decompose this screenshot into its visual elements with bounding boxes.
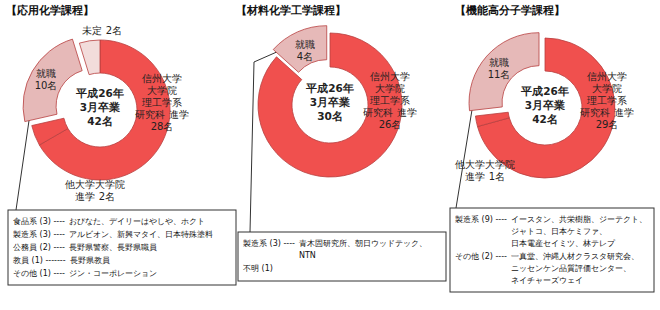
slice-category: 信州大学 (142, 73, 182, 84)
slice-label: 信州大学大学院理工学系研究科 進学28名 (135, 73, 188, 132)
slice-category: 理工学系 (587, 95, 627, 106)
annotation-box: 食品系 (3) ---- おびなた、デイリーはやしや、ホクト製造系 (3) ---… (8, 210, 236, 285)
slice-category: 就職 (489, 57, 509, 68)
annotation-frame (450, 208, 654, 292)
chart-title: 【材料化学工学課程】 (236, 4, 346, 17)
annotation-label: その他 (1) ---- (13, 269, 65, 278)
annotation-text: ジン・コーポレーション (69, 269, 157, 278)
slice-value: 4名 (297, 51, 313, 62)
annotation-text: ネイチャーズウェイ (511, 276, 583, 285)
annotation-label: 製造系 (9) ---- (455, 215, 507, 224)
slice-category: 大学院 (147, 85, 177, 96)
slice-category: 進学 (465, 171, 485, 182)
annotation-label: 製造系 (3) ---- (13, 230, 65, 239)
chart-title: 【応用化学課程】 (6, 4, 94, 17)
slice-value: 10名 (35, 80, 58, 91)
slice-category: 進学 (75, 191, 95, 202)
slice-value: 11名 (488, 69, 511, 80)
pie-slice (23, 39, 82, 121)
slice-value: 29名 (596, 119, 619, 130)
slice-category: 研究科 進学 (363, 107, 416, 118)
annotation-box: 製造系 (3) ---- 青木固研究所、朝日ウッドテック、 NTN 不明 (1) (238, 232, 446, 281)
center-text: 平成26年 (75, 87, 124, 99)
annotation-text: 一真堂、沖縄人材クラスタ研究会、 (511, 252, 639, 261)
annotation-text: 長野県警察、長野県職員 (69, 243, 157, 252)
slice-value: 28名 (151, 121, 174, 132)
slice-category: 未定 (82, 25, 102, 36)
slice-category: 他大学大学院 (65, 179, 125, 190)
chart-svg: 【応用化学課程】平成26年3月卒業42名信州大学大学院理工学系研究科 進学28名… (0, 0, 660, 310)
annotation-label: 教員 (1) ------- (13, 256, 66, 265)
annotation-label: 食品系 (3) ---- (13, 217, 65, 226)
slice-category: 研究科 進学 (135, 109, 188, 120)
center-text: 42名 (87, 115, 113, 127)
annotation-label: その他 (2) ---- (455, 252, 507, 261)
annotation-text: 日本電産セイミツ、林テレプ (511, 239, 616, 248)
pie-slice (273, 26, 327, 73)
annotation-label: 不明 (1) (243, 264, 273, 273)
center-text: 3月卒業 (310, 96, 350, 108)
slice-label: 他大学大学院進学 1名 (455, 159, 515, 182)
annotation-text: イースタン、共栄樹脂、ジーテクト、 (511, 215, 647, 224)
slice-label: 他大学大学院進学 2名 (65, 179, 125, 202)
annotation-label: 製造系 (3) ---- (243, 239, 295, 248)
slice-label: 就職11名 (488, 57, 511, 80)
annotation-box: 製造系 (9) ---- イースタン、共栄樹脂、ジーテクト、ジャトコ、日本ケミファ… (450, 208, 654, 292)
annotation-text: ジャトコ、日本ケミファ、 (511, 227, 607, 236)
slice-category: 就職 (36, 68, 56, 79)
annotation-text: ニッセンケン品質評価センター、 (511, 264, 631, 273)
center-text: 平成26年 (305, 82, 354, 94)
center-text: 平成26年 (520, 85, 569, 97)
slice-category: 信州大学 (587, 71, 627, 82)
slice-label: 就職10名 (35, 68, 58, 91)
annotation-label: 公務員 (2) ---- (13, 243, 65, 252)
slice-category: 大学院 (592, 83, 622, 94)
slice-label: 就職4名 (295, 39, 315, 62)
pie-group: 平成26年 3月卒業 42名 信州大学大学院理工学系研究科 進学29名他大学大学院進学… (455, 33, 634, 182)
annotation-text: おびなた、デイリーはやしや、ホクト (69, 217, 205, 226)
slice-category: 理工学系 (370, 95, 410, 106)
annotation-text: 長野県教員 (70, 256, 110, 265)
chart-title: 【機能高分子学課程】 (455, 4, 565, 17)
slice-category: 大学院 (375, 83, 405, 94)
chart-root: 【応用化学課程】平成26年3月卒業42名信州大学大学院理工学系研究科 進学28名… (0, 0, 660, 310)
slice-category: 研究科 進学 (580, 107, 633, 118)
slice-value: 2名 (106, 25, 122, 36)
annotation-text: 青木固研究所、朝日ウッドテック、 (299, 239, 427, 248)
slice-category: 信州大学 (370, 71, 410, 82)
pie-slice (32, 118, 68, 145)
pie-slice (475, 112, 509, 126)
slice-label: 未定 2名 (82, 25, 122, 36)
annotation-frame (8, 210, 236, 285)
annotation-text: アルビオン、新興マタイ、日本特殊塗料 (69, 230, 213, 239)
annotation-text: NTN (299, 251, 316, 260)
slice-value: 26名 (379, 119, 402, 130)
center-text: 3月卒業 (80, 101, 120, 113)
slice-label: 信州大学大学院理工学系研究科 進学26名 (363, 71, 416, 130)
center-text: 42名 (532, 113, 558, 125)
pie-group: 平成26年 3月卒業 42名 信州大学大学院理工学系研究科 進学28名他大学大学院進学… (23, 25, 189, 202)
pie-slice (79, 40, 100, 75)
slice-value: 1名 (489, 171, 505, 182)
center-text: 3月卒業 (525, 99, 565, 111)
pie-group: 平成26年 3月卒業 30名 信州大学大学院理工学系研究科 進学26名 就職4名 (258, 26, 417, 177)
center-text: 30名 (317, 110, 343, 122)
slice-value: 2名 (99, 191, 115, 202)
annotation-frame (238, 232, 446, 281)
slice-category: 就職 (295, 39, 315, 50)
slice-category: 理工学系 (142, 97, 182, 108)
slice-category: 他大学大学院 (455, 159, 515, 170)
slice-label: 信州大学大学院理工学系研究科 進学29名 (580, 71, 633, 130)
